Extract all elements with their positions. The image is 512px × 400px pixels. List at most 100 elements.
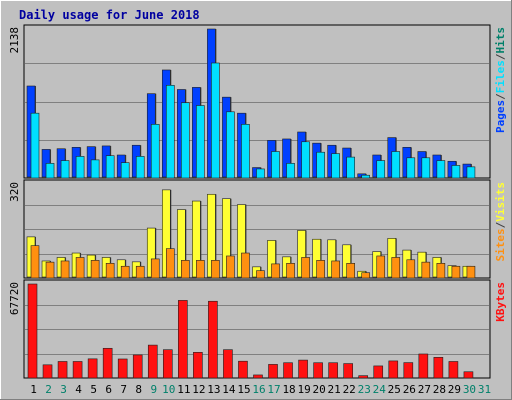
files-bar-day-4 bbox=[75, 156, 85, 179]
sites-bar-day-19 bbox=[301, 257, 310, 279]
x-tick-label-day-31: 31 bbox=[478, 383, 491, 396]
x-tick-label-day-4: 4 bbox=[75, 383, 82, 396]
files-bar-day-21 bbox=[331, 153, 340, 179]
legend-entry: Hits bbox=[494, 27, 507, 54]
sites-bar-day-16 bbox=[256, 270, 265, 279]
kbytes-bar-day-26 bbox=[403, 362, 414, 379]
legend-entry: / bbox=[494, 93, 507, 100]
legend-entry: Visits bbox=[494, 182, 507, 222]
files-bar-day-27 bbox=[421, 157, 431, 179]
x-tick-label-day-1: 1 bbox=[30, 383, 37, 396]
legend: Sites/Visits bbox=[494, 182, 507, 262]
x-tick-label-day-3: 3 bbox=[60, 383, 67, 396]
x-tick-label-day-19: 19 bbox=[297, 383, 310, 396]
x-tick-label-day-22: 22 bbox=[343, 383, 356, 396]
files-bar-day-1 bbox=[30, 112, 40, 179]
sites-bar-day-1 bbox=[30, 245, 40, 279]
kbytes-bar-day-21 bbox=[328, 362, 338, 379]
files-bar-day-28 bbox=[436, 160, 446, 179]
legend-entry: / bbox=[494, 53, 507, 60]
files-bar-day-7 bbox=[120, 162, 130, 179]
files-bar-day-11 bbox=[181, 102, 190, 179]
x-tick-label-day-20: 20 bbox=[313, 383, 326, 396]
sites-bar-day-28 bbox=[436, 263, 446, 279]
files-bar-day-17 bbox=[271, 151, 280, 179]
kbytes-bar-day-4 bbox=[72, 361, 83, 379]
sites-bar-day-27 bbox=[421, 261, 431, 279]
sites-bar-day-23 bbox=[361, 272, 371, 279]
kbytes-bar-day-13 bbox=[208, 300, 218, 379]
files-bar-day-13 bbox=[211, 62, 220, 179]
kbytes-bar-day-3 bbox=[57, 361, 68, 379]
files-bar-day-14 bbox=[226, 111, 235, 179]
files-bar-day-16 bbox=[256, 168, 265, 179]
files-bar-day-22 bbox=[346, 156, 355, 179]
files-bar-day-29 bbox=[451, 165, 461, 179]
y-max-label: 2138 bbox=[8, 27, 21, 54]
sites-bar-day-15 bbox=[241, 252, 250, 279]
x-tick-label-day-2: 2 bbox=[45, 383, 52, 396]
x-tick-label-day-14: 14 bbox=[222, 383, 236, 396]
kbytes-bar-day-24 bbox=[373, 365, 384, 379]
files-bar-day-23 bbox=[361, 174, 371, 179]
kbytes-bar-day-9 bbox=[147, 344, 158, 379]
files-bar-day-24 bbox=[376, 160, 386, 179]
x-tick-label-day-25: 25 bbox=[388, 383, 401, 396]
x-tick-label-day-21: 21 bbox=[328, 383, 341, 396]
kbytes-bar-day-20 bbox=[313, 362, 323, 379]
x-tick-label-day-28: 28 bbox=[433, 383, 446, 396]
x-tick-label-day-29: 29 bbox=[448, 383, 461, 396]
x-tick-label-day-18: 18 bbox=[282, 383, 295, 396]
kbytes-bar-day-6 bbox=[102, 347, 113, 379]
sites-bar-day-5 bbox=[90, 260, 100, 279]
sites-bar-day-3 bbox=[60, 260, 70, 279]
files-bar-day-19 bbox=[301, 141, 310, 179]
kbytes-bar-day-17 bbox=[268, 364, 278, 379]
sites-bar-day-13 bbox=[211, 260, 220, 279]
legend-entry: Pages bbox=[494, 100, 507, 133]
sites-bar-day-6 bbox=[105, 263, 115, 279]
sites-bar-day-18 bbox=[286, 263, 295, 279]
kbytes-bar-day-8 bbox=[132, 354, 143, 379]
kbytes-bar-day-14 bbox=[223, 349, 233, 379]
panel-2: 320 Sites/Visits bbox=[8, 179, 507, 279]
kbytes-bar-day-30 bbox=[463, 371, 474, 379]
y-max-label: 320 bbox=[8, 182, 21, 202]
kbytes-bar-day-22 bbox=[343, 363, 353, 379]
sites-bar-day-25 bbox=[391, 257, 401, 279]
files-bar-day-25 bbox=[391, 151, 401, 179]
kbytes-bar-day-15 bbox=[238, 360, 248, 379]
x-tick-label-day-30: 30 bbox=[463, 383, 476, 396]
legend: KBytes bbox=[494, 282, 507, 322]
kbytes-bar-day-2 bbox=[42, 364, 53, 379]
kbytes-bar-day-18 bbox=[283, 362, 293, 379]
kbytes-bar-day-5 bbox=[87, 358, 98, 379]
sites-bar-day-7 bbox=[120, 265, 130, 279]
kbytes-bar-day-12 bbox=[193, 352, 203, 379]
sites-bar-day-30 bbox=[466, 265, 476, 279]
sites-bar-day-29 bbox=[451, 265, 461, 279]
sites-bar-day-17 bbox=[271, 263, 280, 279]
sites-bar-day-22 bbox=[346, 263, 355, 279]
files-bar-day-3 bbox=[60, 160, 70, 179]
x-tick-label-day-23: 23 bbox=[358, 383, 371, 396]
kbytes-bar-day-28 bbox=[433, 357, 444, 379]
files-bar-day-9 bbox=[150, 124, 160, 179]
chart-title: Daily usage for June 2018 bbox=[19, 8, 200, 22]
files-bar-day-2 bbox=[45, 163, 55, 179]
files-bar-day-30 bbox=[466, 166, 476, 179]
sites-bar-day-9 bbox=[150, 258, 160, 279]
x-tick-label-day-12: 12 bbox=[192, 383, 205, 396]
x-tick-label-day-8: 8 bbox=[135, 383, 142, 396]
legend-entry: KBytes bbox=[494, 282, 507, 322]
sites-bar-day-10 bbox=[165, 248, 175, 279]
x-tick-label-day-26: 26 bbox=[403, 383, 416, 396]
files-bar-day-18 bbox=[286, 163, 295, 179]
chart-panels: 2138Pages/Files/Hits320Sites/Visits67720… bbox=[8, 24, 507, 379]
sites-bar-day-8 bbox=[135, 265, 145, 279]
kbytes-bar-day-10 bbox=[162, 349, 173, 379]
x-tick-label-day-11: 11 bbox=[177, 383, 190, 396]
kbytes-bar-day-11 bbox=[178, 300, 188, 379]
